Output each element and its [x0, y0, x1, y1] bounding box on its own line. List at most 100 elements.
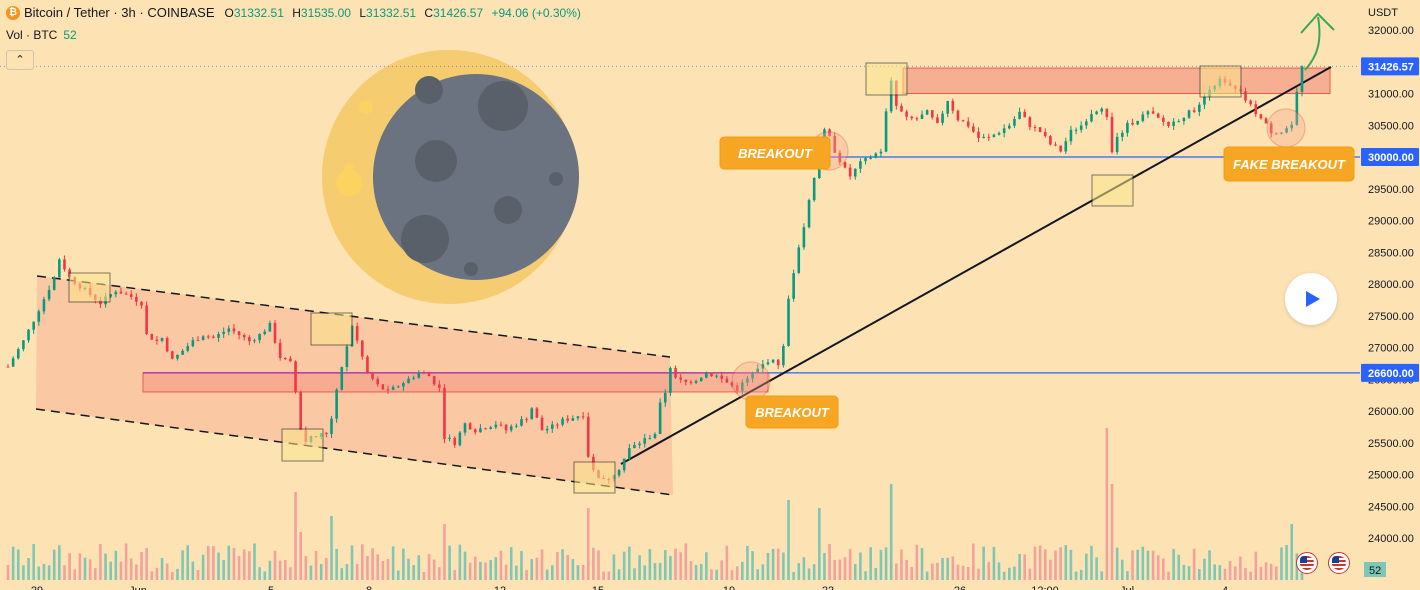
candle[interactable]	[1059, 145, 1062, 152]
candle[interactable]	[992, 134, 996, 138]
candle[interactable]	[171, 351, 174, 359]
candle[interactable]	[879, 151, 883, 154]
candle[interactable]	[463, 423, 467, 433]
candle[interactable]	[1079, 125, 1083, 130]
candle[interactable]	[972, 126, 975, 132]
candle[interactable]	[1162, 117, 1165, 122]
candle[interactable]	[1023, 111, 1027, 118]
candle[interactable]	[160, 338, 164, 341]
candle[interactable]	[1069, 129, 1073, 142]
candle[interactable]	[119, 291, 123, 294]
highlight-box[interactable]	[1091, 174, 1134, 207]
candle[interactable]	[22, 340, 25, 350]
candle[interactable]	[735, 385, 739, 391]
candle[interactable]	[710, 372, 713, 377]
annotation-label[interactable]: BREAKOUT	[745, 395, 839, 429]
candle[interactable]	[910, 116, 914, 119]
candle[interactable]	[473, 429, 477, 433]
candle[interactable]	[1033, 127, 1037, 129]
candle[interactable]	[268, 322, 272, 332]
candle[interactable]	[222, 331, 225, 334]
candle[interactable]	[576, 416, 580, 419]
candle[interactable]	[802, 227, 806, 248]
candle[interactable]	[1043, 131, 1047, 137]
collapse-legend-button[interactable]: ⌃	[6, 50, 34, 70]
candle[interactable]	[438, 384, 441, 388]
candle[interactable]	[391, 386, 395, 390]
candle[interactable]	[925, 110, 929, 115]
candle[interactable]	[540, 417, 544, 431]
candle[interactable]	[633, 445, 636, 449]
us-flag-icon[interactable]	[1328, 552, 1350, 574]
candle[interactable]	[694, 381, 698, 383]
candle[interactable]	[515, 425, 518, 427]
candle[interactable]	[232, 328, 236, 332]
candle[interactable]	[699, 377, 703, 382]
candle[interactable]	[1013, 119, 1016, 126]
candle[interactable]	[504, 424, 508, 431]
candle[interactable]	[47, 289, 51, 300]
candle[interactable]	[227, 328, 231, 332]
candle[interactable]	[42, 299, 46, 312]
candle[interactable]	[715, 375, 718, 377]
candle[interactable]	[586, 416, 590, 457]
candle[interactable]	[1172, 121, 1175, 126]
candle[interactable]	[571, 418, 575, 421]
candle[interactable]	[237, 331, 241, 336]
candle[interactable]	[915, 118, 919, 120]
candle[interactable]	[520, 419, 523, 426]
candle[interactable]	[63, 259, 66, 270]
candle[interactable]	[155, 339, 159, 341]
candle[interactable]	[966, 121, 970, 127]
candle[interactable]	[499, 424, 503, 426]
volume-legend[interactable]: Vol · BTC 52	[6, 28, 77, 42]
candle[interactable]	[1275, 133, 1278, 135]
ascending-trendline[interactable]	[620, 66, 1332, 465]
candle[interactable]	[525, 419, 528, 421]
candle[interactable]	[1141, 114, 1145, 121]
candle[interactable]	[1203, 96, 1206, 105]
candle[interactable]	[299, 392, 302, 430]
candle[interactable]	[366, 356, 369, 373]
candle[interactable]	[961, 120, 965, 122]
candle[interactable]	[946, 100, 949, 114]
candle[interactable]	[1182, 117, 1186, 122]
candle[interactable]	[484, 428, 487, 430]
breakout-circle[interactable]	[1266, 108, 1306, 148]
candle[interactable]	[751, 373, 754, 379]
candle[interactable]	[1049, 136, 1052, 145]
candle[interactable]	[376, 378, 380, 385]
candle[interactable]	[884, 111, 888, 152]
candle[interactable]	[705, 372, 708, 378]
candle[interactable]	[1167, 121, 1170, 126]
candle[interactable]	[1254, 104, 1258, 115]
candle[interactable]	[1095, 111, 1098, 115]
candle[interactable]	[566, 418, 570, 421]
candle[interactable]	[756, 368, 759, 374]
candle[interactable]	[561, 418, 564, 425]
candle[interactable]	[1038, 127, 1042, 132]
channel-lower-line[interactable]	[35, 408, 674, 496]
candle[interactable]	[1028, 117, 1032, 128]
candle[interactable]	[253, 340, 256, 342]
candle[interactable]	[859, 161, 862, 169]
candle[interactable]	[1264, 118, 1268, 124]
candle[interactable]	[417, 372, 421, 378]
candle[interactable]	[987, 136, 991, 138]
candle[interactable]	[648, 438, 652, 440]
candle[interactable]	[135, 296, 138, 302]
highlight-box[interactable]	[281, 428, 324, 462]
candle[interactable]	[140, 301, 143, 306]
candle[interactable]	[278, 342, 282, 359]
candle[interactable]	[807, 200, 811, 228]
candle[interactable]	[977, 131, 980, 139]
candle[interactable]	[361, 340, 364, 357]
candle[interactable]	[1192, 110, 1196, 112]
candle[interactable]	[1126, 122, 1129, 133]
candle[interactable]	[52, 277, 56, 290]
candle[interactable]	[1064, 141, 1068, 152]
candle[interactable]	[1151, 111, 1155, 114]
candle[interactable]	[951, 100, 955, 111]
candle[interactable]	[273, 322, 277, 343]
candle[interactable]	[402, 383, 405, 387]
